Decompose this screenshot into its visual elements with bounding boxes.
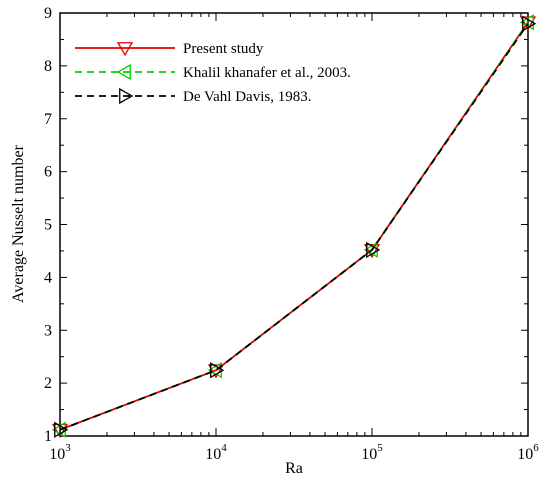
data-point — [519, 16, 537, 31]
y-tick-label: 9 — [44, 5, 52, 22]
data-point — [207, 364, 225, 379]
x-tick-base: 10 — [517, 446, 533, 463]
legend-label: Khalil khanafer et al., 2003. — [183, 65, 351, 81]
y-tick-label: 1 — [44, 428, 52, 445]
x-tick-exponent: 6 — [533, 442, 539, 454]
y-tick-label: 8 — [44, 58, 52, 75]
data-point — [522, 15, 537, 32]
x-tick-label: 106 — [517, 442, 539, 463]
x-tick-base: 10 — [205, 446, 221, 463]
data-point — [54, 421, 69, 438]
data-point — [210, 362, 225, 379]
x-tick-exponent: 5 — [377, 442, 383, 454]
data-point — [366, 241, 381, 259]
data-point — [363, 243, 381, 259]
y-axis-label: Average Nusselt number — [10, 144, 27, 303]
legend-marker — [116, 42, 134, 57]
data-point — [51, 421, 66, 438]
series-line — [59, 21, 529, 431]
y-tick-label: 4 — [44, 269, 52, 286]
legend-label: Present study — [183, 41, 264, 57]
x-tick-exponent: 3 — [65, 442, 71, 454]
x-tick-label: 103 — [49, 442, 71, 463]
legend: Present study Khalil khanafer et al., 200… — [75, 41, 351, 105]
data-point — [363, 241, 378, 258]
x-tick-base: 10 — [361, 446, 377, 463]
y-tick-label: 3 — [44, 322, 52, 339]
x-tick-base: 10 — [49, 446, 65, 463]
x-tick-label: 104 — [205, 442, 227, 463]
y-tick-label: 6 — [44, 164, 52, 181]
y-tick-label: 7 — [44, 111, 52, 128]
legend-item: Present study — [75, 41, 264, 57]
series-line — [59, 21, 529, 431]
legend-marker — [116, 63, 131, 81]
legend-item: De Vahl Davis, 1983. — [75, 87, 311, 105]
x-axis-label: Ra — [285, 460, 303, 477]
x-tick-exponent: 4 — [221, 442, 227, 454]
series-line — [59, 23, 529, 431]
legend-item: Khalil khanafer et al., 2003. — [75, 63, 351, 81]
data-point — [51, 423, 69, 439]
x-tick-label: 105 — [361, 442, 383, 463]
legend-marker — [119, 87, 134, 105]
y-tick-label: 2 — [44, 375, 52, 392]
data-point — [207, 362, 222, 379]
series-layer — [51, 14, 537, 439]
y-tick-label: 5 — [44, 217, 52, 234]
series-3 — [54, 15, 537, 438]
legend-label: De Vahl Davis, 1983. — [183, 89, 311, 105]
